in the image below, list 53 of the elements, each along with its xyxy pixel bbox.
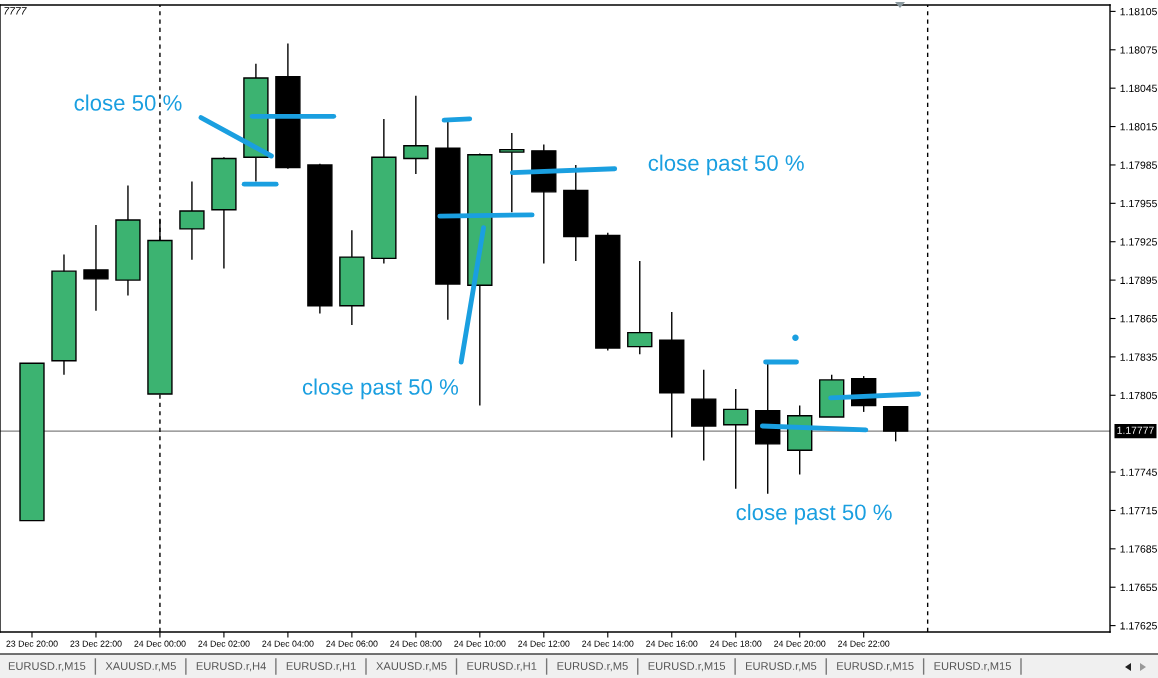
y-tick-label: 1.17955 <box>1120 199 1157 208</box>
y-tick-label: 1.17865 <box>1120 315 1157 323</box>
y-tick-label: 1.18075 <box>1120 46 1157 54</box>
x-tick-label: 24 Dec 08:00 <box>390 640 442 647</box>
x-tick-label: 24 Dec 22:00 <box>838 640 890 647</box>
text: EURUSD.r,H4 <box>196 662 266 672</box>
text: EURUSD.r,H1 <box>467 662 537 672</box>
y-tick-label: 1.17685 <box>1120 545 1157 553</box>
x-tick-label: 24 Dec 12:00 <box>518 640 570 647</box>
annotation: close past 50 % <box>648 154 804 176</box>
y-tick-label: 1.17715 <box>1120 507 1157 515</box>
text: EURUSD.r,M15 <box>648 662 726 672</box>
text: EURUSD.r,M5 <box>746 662 817 672</box>
text: EURUSD.r,M15 <box>934 662 1011 672</box>
y-tick-label: 1.18015 <box>1120 123 1157 131</box>
y-tick-label: 1.17805 <box>1120 391 1157 400</box>
candlestick <box>499 132 525 213</box>
y-tick-label: 1.17625 <box>1120 622 1157 630</box>
text: XAUUSD.r,M5 <box>376 662 447 672</box>
y-tick-label: 1.17895 <box>1120 276 1157 284</box>
y-tick-label: 1.17985 <box>1120 161 1157 169</box>
chart-title: 7777 <box>4 7 27 15</box>
text: EURUSD.r,H1 <box>286 662 356 672</box>
y-tick-label: 1.18045 <box>1120 84 1157 93</box>
x-tick-label: 24 Dec 00:00 <box>134 640 186 647</box>
y-tick-label: 1.17835 <box>1120 353 1157 361</box>
candlestick <box>179 180 205 261</box>
x-tick-label: 23 Dec 20:00 <box>6 640 58 647</box>
text: EURUSD.r,M5 <box>557 662 628 672</box>
x-tick-label: 24 Dec 02:00 <box>198 640 250 647</box>
text: XAUUSD.r,M5 <box>105 662 176 672</box>
x-tick-label: 24 Dec 20:00 <box>774 640 826 647</box>
text: EURUSD.r,M15 <box>8 662 86 672</box>
text: EURUSD.r,M15 <box>837 662 914 672</box>
y-tick-label: 1.18105 <box>1120 7 1157 16</box>
x-tick-label: 24 Dec 14:00 <box>582 640 634 647</box>
y-tick-label: 1.17745 <box>1120 468 1157 476</box>
annotation: close 50 % <box>74 94 182 111</box>
x-tick-label: 23 Dec 22:00 <box>70 640 122 647</box>
y-tick-label: 1.17925 <box>1120 238 1157 246</box>
candlestick <box>403 95 429 175</box>
x-tick-label: 24 Dec 16:00 <box>646 640 698 647</box>
candlestick <box>723 388 749 490</box>
y-tick-label: 1.17655 <box>1120 583 1157 592</box>
x-tick-label: 24 Dec 06:00 <box>326 640 378 647</box>
annotation: close past 50 % <box>302 378 459 400</box>
x-tick-label: 24 Dec 10:00 <box>454 640 506 647</box>
candlestick <box>83 224 109 312</box>
x-tick-label: 24 Dec 18:00 <box>710 640 762 647</box>
candlestick <box>627 260 653 356</box>
x-tick-label: 24 Dec 04:00 <box>262 640 314 647</box>
ref-line-label: 1.17777 <box>1117 426 1154 434</box>
annotation: close past 50 % <box>736 503 892 525</box>
